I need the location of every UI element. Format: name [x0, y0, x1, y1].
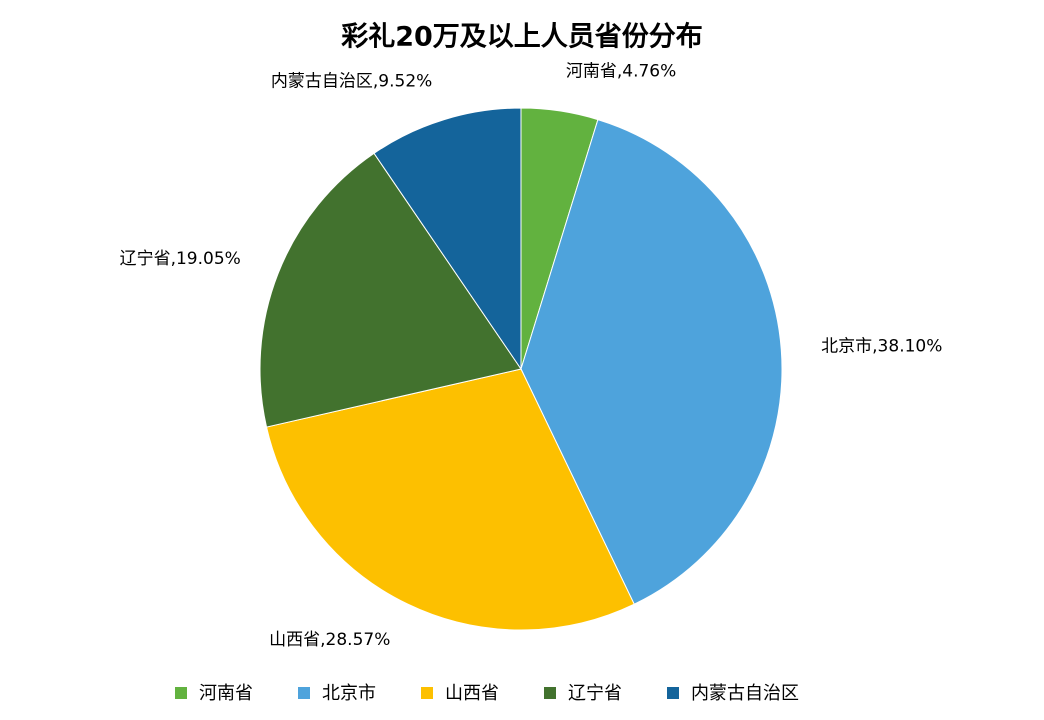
- pie-slice: [265, 368, 635, 631]
- legend-label: 内蒙古自治区: [691, 683, 799, 704]
- pie-slice: [259, 152, 522, 428]
- data-label: 山西省,28.57%: [269, 630, 390, 650]
- pie-slice: [520, 118, 783, 605]
- legend-label: 辽宁省: [568, 683, 622, 704]
- legend-label: 山西省: [445, 683, 499, 704]
- data-label: 北京市,38.10%: [821, 337, 942, 357]
- legend-label: 河南省: [199, 683, 253, 704]
- data-label: 河南省,4.76%: [566, 61, 676, 81]
- legend-swatch: [544, 687, 556, 699]
- legend-swatch: [667, 687, 679, 699]
- data-label: 辽宁省,19.05%: [120, 249, 241, 269]
- legend-swatch: [175, 687, 187, 699]
- chart-title: 彩礼20万及以上人员省份分布: [341, 21, 703, 53]
- data-label: 内蒙古自治区,9.52%: [271, 71, 432, 91]
- pie-slice: [373, 107, 522, 371]
- legend-label: 北京市: [322, 683, 376, 704]
- legend-swatch: [298, 687, 310, 699]
- legend-swatch: [421, 687, 433, 699]
